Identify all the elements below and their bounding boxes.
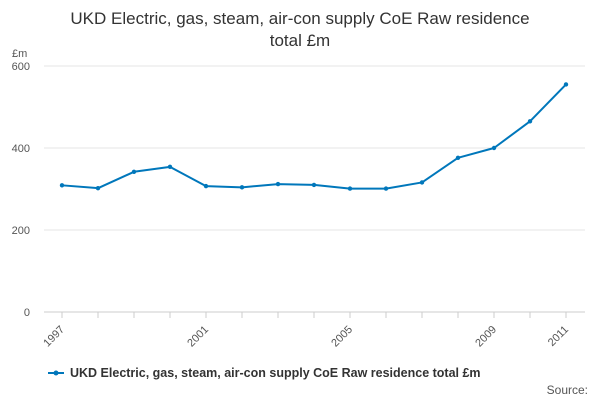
data-point-2009 [491,145,497,151]
x-tick-label-2005: 2005 [329,324,355,350]
chart-title-line-2: total £m [270,31,330,50]
data-point-2010 [527,119,533,124]
x-tick-label-2001: 2001 [185,324,211,350]
legend-marker-swatch [53,370,59,376]
data-point-2005 [347,186,353,191]
chart-title-line-1: UKD Electric, gas, steam, air-con supply… [70,9,529,28]
series-line-0 [61,83,567,190]
x-axis: 1997 2001 2005 2009 2011 [41,311,585,350]
y-axis-ticks: 0 200 400 600 [12,61,30,319]
data-point-2004 [311,182,317,188]
data-point-2006 [383,186,389,191]
legend-label: UKD Electric, gas, steam, air-con supply… [70,366,481,380]
y-tick-label-0: 0 [24,307,30,319]
source-label: Source: [547,383,588,397]
y-axis-label: £m [12,48,27,60]
chart-title: UKD Electric, gas, steam, air-con supply… [70,9,529,50]
data-point-1997 [59,183,65,188]
data-point-2008 [455,155,461,161]
x-tick-label-2011: 2011 [546,324,571,349]
data-point-2003 [275,181,281,187]
legend: UKD Electric, gas, steam, air-con supply… [48,366,481,380]
y-tick-label-600: 600 [12,61,30,73]
y-tick-label-200: 200 [12,225,30,237]
series-layer [59,82,569,191]
data-point-2007 [419,180,425,185]
data-point-1998 [95,185,101,191]
data-point-1999 [131,169,137,174]
x-tick-label-1997: 1997 [41,324,67,350]
x-tick-label-2009: 2009 [473,324,499,350]
data-point-2002 [239,185,245,190]
gridlines [44,65,585,231]
data-point-2000 [167,164,173,170]
data-point-2001 [203,183,209,189]
y-tick-label-400: 400 [12,143,30,155]
data-point-2011 [563,82,569,87]
